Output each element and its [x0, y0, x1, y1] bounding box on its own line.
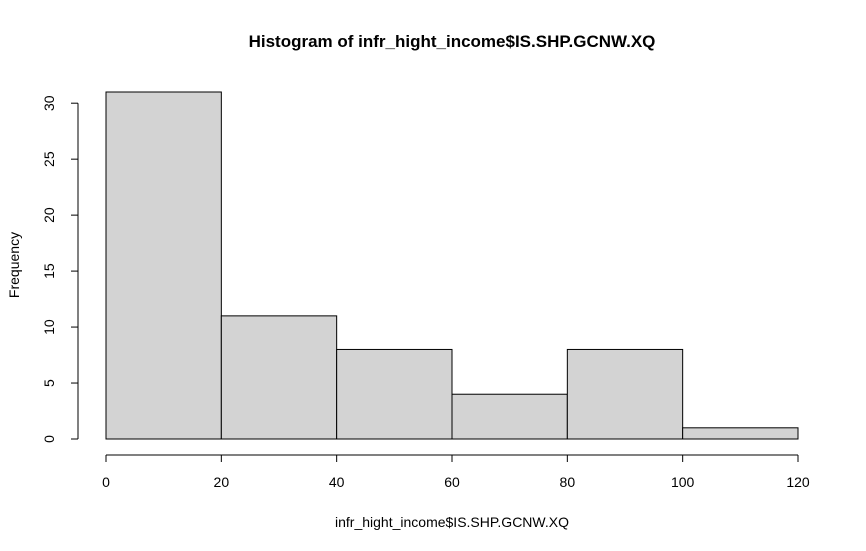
- histogram-bar-5: [682, 427, 799, 440]
- x-tick-label-4: 80: [560, 474, 576, 490]
- histogram-bar-3: [451, 393, 568, 440]
- bars-group: [105, 91, 799, 440]
- histogram-bar-1: [220, 315, 338, 440]
- x-tick-label-3: 60: [444, 474, 460, 490]
- y-tick-label-1: 5: [41, 379, 57, 387]
- y-tick-label-5: 25: [41, 151, 57, 167]
- y-tick-label-3: 15: [41, 263, 57, 279]
- x-tick-label-5: 100: [671, 474, 695, 490]
- y-tick-label-6: 30: [41, 95, 57, 111]
- y-tick-label-2: 10: [41, 319, 57, 335]
- x-axis-label: infr_hight_income$IS.SHP.GCNW.XQ: [335, 514, 569, 530]
- x-tick-label-1: 20: [214, 474, 230, 490]
- x-axis: 0 20 40 60 80 100 120: [102, 454, 810, 490]
- histogram-bar-2: [336, 348, 453, 440]
- y-tick-label-4: 20: [41, 207, 57, 223]
- x-tick-label-0: 0: [102, 474, 110, 490]
- y-tick-label-0: 0: [41, 435, 57, 443]
- histogram-bar-4: [566, 348, 684, 440]
- y-axis-label: Frequency: [6, 232, 22, 298]
- x-tick-label-2: 40: [329, 474, 345, 490]
- x-tick-label-6: 120: [786, 474, 810, 490]
- histogram-bar-0: [105, 91, 222, 440]
- y-axis: 0 5 10 15 20 25 30: [41, 95, 79, 443]
- chart-title: Histogram of infr_hight_income$IS.SHP.GC…: [249, 32, 656, 51]
